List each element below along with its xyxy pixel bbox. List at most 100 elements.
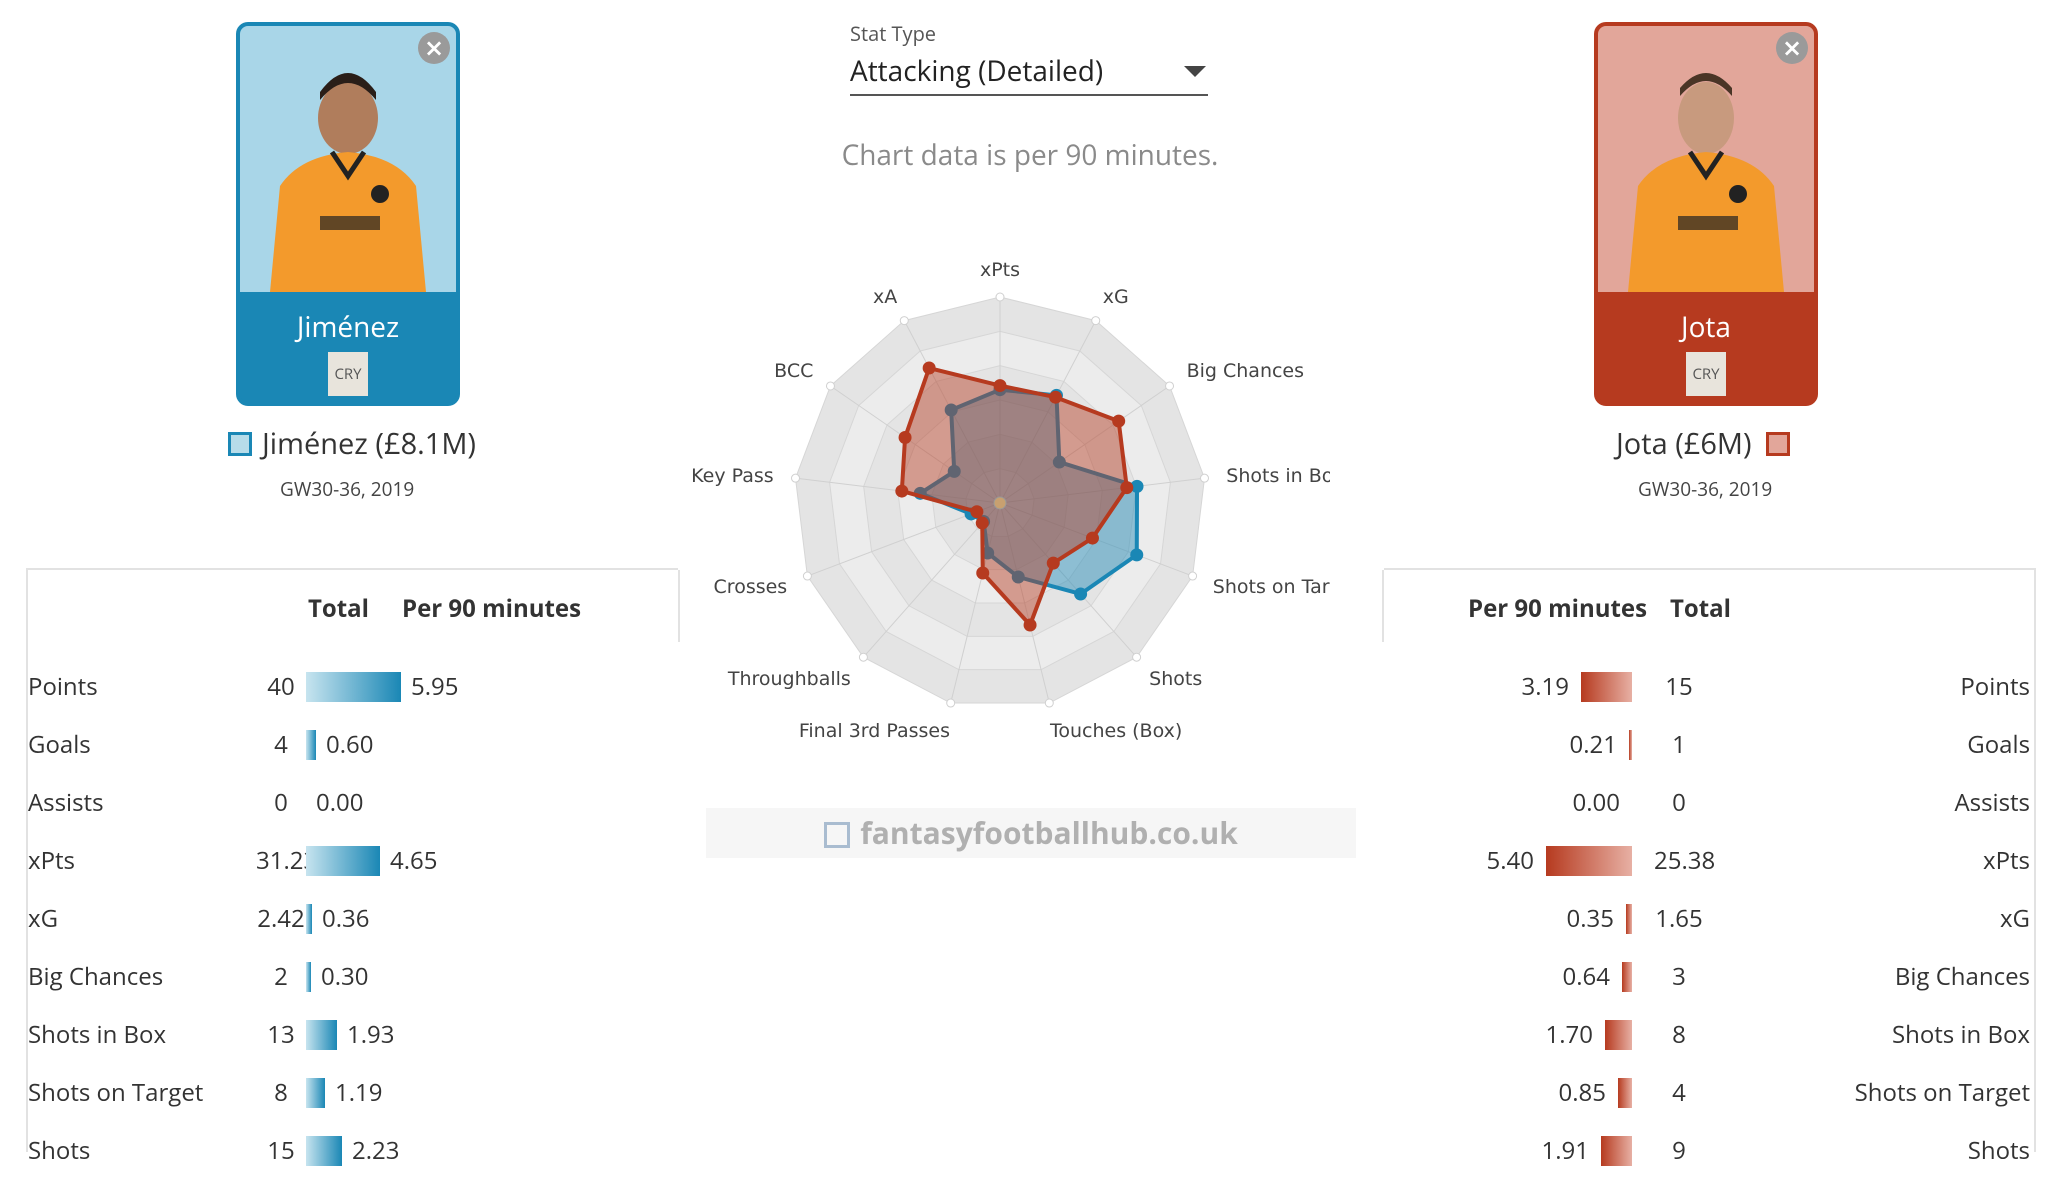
radar-point <box>1130 548 1144 562</box>
player2-photo <box>1598 26 1814 292</box>
stat-label: Big Chances <box>28 960 164 993</box>
table-row: Big Chances 3 0.64 <box>1384 948 2034 1006</box>
radar-point <box>1046 556 1060 570</box>
table-row: Shots in Box 13 1.93 <box>28 1006 678 1064</box>
stat-bar <box>306 730 316 760</box>
stat-per90: 3.19 <box>1521 670 1569 703</box>
radar-point <box>1085 531 1099 545</box>
stat-per90: 0.36 <box>322 902 370 935</box>
radar-axis-end <box>995 292 1005 302</box>
radar-point <box>1112 414 1126 428</box>
stat-label: Big Chances <box>1894 960 2030 993</box>
radar-axis-label: Shots <box>1149 668 1202 690</box>
stat-per90: 0.21 <box>1569 728 1617 761</box>
radar-axis-label: xA <box>873 286 897 308</box>
chart-note: Chart data is per 90 minutes. <box>841 136 1219 174</box>
stat-label: Points <box>28 670 98 703</box>
stat-total: 40 <box>267 670 295 703</box>
radar-point <box>895 484 909 498</box>
total-header: Total <box>1670 592 1731 625</box>
stat-total: 8 <box>274 1076 288 1109</box>
stat-total: 0 <box>274 786 288 819</box>
per90-header: Per 90 minutes <box>1468 592 1648 625</box>
player1-legend: Jiménez (£8.1M) <box>228 424 476 463</box>
stat-per90: 1.91 <box>1541 1134 1589 1167</box>
table-row: Shots 9 1.91 <box>1384 1122 2034 1180</box>
table-row: Points 15 3.19 <box>1384 658 2034 716</box>
table-row: xG 1.65 0.35 <box>1384 890 2034 948</box>
stat-bar <box>306 1020 337 1050</box>
player2-gameweeks: GW30-36, 2019 <box>1638 476 1773 502</box>
player1-stats-table: Total Per 90 minutes Points 40 5.95 Goals 4 0… <box>26 568 680 1167</box>
stat-per90: 1.70 <box>1545 1018 1593 1051</box>
table-row: xG 2.42 0.36 <box>28 890 678 948</box>
player1-card[interactable]: × Jiménez CRY <box>236 22 460 406</box>
player1-photo <box>240 26 456 292</box>
stat-bar <box>1622 962 1632 992</box>
player1-close-icon[interactable]: × <box>418 32 450 64</box>
stat-per90: 0.00 <box>1572 786 1620 819</box>
per90-header: Per 90 minutes <box>402 592 582 625</box>
stat-per90: 2.23 <box>352 1134 400 1167</box>
stat-label: Shots in Box <box>1891 1018 2030 1051</box>
radar-point <box>1130 479 1144 493</box>
stat-total: 25.38 <box>1654 844 1716 877</box>
radar-point <box>1023 618 1037 632</box>
radar-axis-line <box>999 477 1205 504</box>
stat-type-value: Attacking (Detailed) <box>850 52 1104 90</box>
stat-bar <box>306 1136 342 1166</box>
stat-total: 3 <box>1672 960 1686 993</box>
radar-axis-end <box>802 571 812 581</box>
stat-label: xG <box>1999 902 2030 935</box>
stat-total: 0 <box>1672 786 1686 819</box>
player2-swatch <box>1765 432 1790 456</box>
radar-axis-line <box>830 385 1001 504</box>
radar-axis-line <box>999 385 1170 504</box>
radar-point <box>970 505 984 519</box>
stat-per90: 4.65 <box>390 844 438 877</box>
stat-bar <box>1601 1136 1632 1166</box>
player2-legend: Jota (£6M) <box>1616 424 1790 463</box>
radar-axis-end <box>1199 473 1209 483</box>
table-row: Shots 15 2.23 <box>28 1122 678 1180</box>
radar-axis-line <box>999 502 1137 658</box>
stat-label: Assists <box>1954 786 2030 819</box>
radar-axis-line <box>950 502 1001 704</box>
player2-card-name: Jota <box>1681 308 1731 346</box>
stat-per90: 0.30 <box>321 960 369 993</box>
chevron-down-icon <box>1184 66 1206 77</box>
radar-axis-label: Key Pass <box>691 465 774 487</box>
radar-point <box>944 403 958 417</box>
player2-card[interactable]: × Jota CRY <box>1594 22 1818 406</box>
radar-axis-label: xG <box>1103 286 1129 308</box>
radar-axis-label: Final 3rd Passes <box>799 720 950 742</box>
stat-total: 31.23 <box>256 844 318 877</box>
stat-bar <box>1605 1020 1632 1050</box>
table-row: Assists 0 0.00 <box>1384 774 2034 832</box>
radar-chart: xPts xG Big Chances Shots in Box Shots on Ta… <box>691 259 1330 742</box>
table-row: Goals 4 0.60 <box>28 716 678 774</box>
stat-bar <box>306 904 312 934</box>
radar-axis-end <box>1044 698 1054 708</box>
stat-bar <box>1618 1078 1632 1108</box>
player2-close-icon[interactable]: × <box>1776 32 1808 64</box>
stat-type-label: Stat Type <box>850 20 937 47</box>
radar-axis-end <box>858 652 868 662</box>
player2-stats-table: Per 90 minutes Total Points 15 3.19 Goals 1 0… <box>1382 568 2036 1167</box>
site-logo-icon <box>824 822 851 848</box>
radar-axis-end <box>1132 652 1142 662</box>
radar-center <box>993 496 1007 510</box>
stat-per90: 5.40 <box>1486 844 1534 877</box>
radar-point <box>947 464 961 478</box>
watermark-text: fantasyfootballhub.co.uk <box>860 812 1238 853</box>
radar-point <box>1074 587 1088 601</box>
stat-type-select[interactable]: Attacking (Detailed) <box>850 52 1208 96</box>
radar-axis-end <box>1165 381 1175 391</box>
radar-point <box>993 379 1007 393</box>
stat-total: 1.65 <box>1655 902 1703 935</box>
stat-label: Assists <box>28 786 104 819</box>
stat-total: 4 <box>1672 1076 1686 1109</box>
stat-label: xG <box>28 902 59 935</box>
stat-total: 4 <box>274 728 288 761</box>
table-row: xPts 31.23 4.65 <box>28 832 678 890</box>
